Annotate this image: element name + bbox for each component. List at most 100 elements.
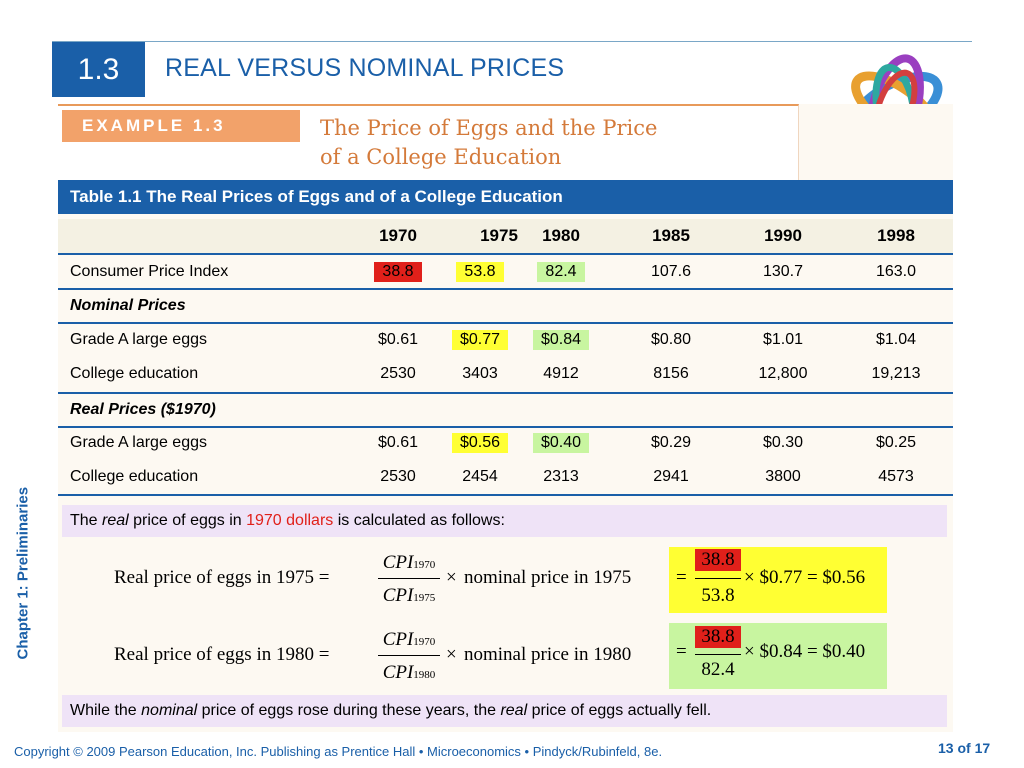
page-indicator: 13 of 17: [938, 740, 990, 756]
table-cell: 2530: [380, 365, 416, 382]
page-total: 17: [974, 740, 991, 756]
eq-result: × $0.84 = $0.40: [744, 641, 866, 662]
table-cell: $0.80: [650, 331, 692, 348]
note-italic: real: [102, 512, 129, 529]
year-cell: 1980: [542, 226, 580, 245]
cpi-1970-value: 38.8: [695, 626, 741, 648]
year-cell: 1990: [764, 226, 802, 245]
table-cell: 4573: [878, 468, 914, 485]
cpi-sub: 1970: [413, 559, 436, 571]
eq-rhs: nominal price in 1980: [464, 644, 632, 665]
cpi-cell: 107.6: [650, 263, 692, 280]
note-red-text: 1970 dollars: [246, 512, 334, 529]
chapter-side-label: Chapter 1: Preliminaries: [14, 486, 32, 660]
cpi-sub: 1980: [413, 669, 436, 681]
calculation-note: The real price of eggs in 1970 dollars i…: [62, 505, 947, 537]
eq-lhs: Real price of eggs in 1975 =: [114, 567, 330, 588]
year-cell: 1970: [379, 226, 417, 245]
conclusion-italic: real: [500, 702, 528, 719]
example-title-line2: of a College Education: [320, 145, 562, 169]
page-current: 13: [938, 740, 954, 756]
example-title-line1: The Price of Eggs and the Price: [320, 116, 658, 140]
row-label: Consumer Price Index: [70, 263, 229, 280]
table-cell: 3800: [765, 468, 801, 485]
table-cell: 3403: [462, 365, 498, 382]
copyright-footer: Copyright © 2009 Pearson Education, Inc.…: [14, 744, 663, 759]
equation-1980: Real price of eggs in 1980 = CPI1970 CPI…: [58, 617, 953, 697]
cpi-label: CPI: [382, 585, 414, 606]
table-cell: $0.84: [532, 330, 590, 350]
table-cell: $0.25: [875, 434, 917, 451]
eq-lhs: Real price of eggs in 1980 =: [114, 644, 330, 665]
fraction-line: [378, 655, 440, 656]
table-cell: $1.04: [875, 331, 917, 348]
times-sign: ×: [446, 567, 457, 588]
row-label: College education: [70, 468, 199, 485]
table-row: College education 2530 3403 4912 8156 12…: [58, 357, 953, 391]
conclusion-text: price of eggs actually fell.: [527, 702, 712, 719]
conclusion-text: While the: [70, 702, 142, 719]
eq-denominator: CPI1975: [378, 585, 440, 607]
eq-rhs: nominal price in 1975: [464, 567, 632, 588]
cpi-label: CPI: [382, 552, 414, 573]
times-sign: ×: [446, 644, 457, 665]
row-label: Grade A large eggs: [70, 434, 207, 451]
example-tab-text: EXAMPLE 1.3: [82, 116, 226, 135]
cpi-cell: 53.8: [456, 262, 504, 282]
fraction-line: [695, 654, 741, 655]
table-cell: $1.01: [762, 331, 804, 348]
cpi-1970-value: 38.8: [695, 549, 741, 571]
eq-result: × $0.77 = $0.56: [744, 567, 866, 588]
note-text: The: [70, 512, 103, 529]
conclusion-note: While the nominal price of eggs rose dur…: [62, 695, 947, 727]
table-cell: 8156: [653, 365, 689, 382]
fraction-line: [378, 578, 440, 579]
table-year-row: 1970 1975 1980 1985 1990 1998: [58, 219, 953, 255]
row-label: College education: [70, 365, 199, 382]
nominal-header-text: Nominal Prices: [70, 297, 186, 314]
conclusion-text: price of eggs rose during these years, t…: [197, 702, 501, 719]
slide-title: REAL VERSUS NOMINAL PRICES: [165, 54, 565, 82]
table-row-cpi: Consumer Price Index 38.8 53.8 82.4 107.…: [58, 255, 953, 289]
cpi-cell: 38.8: [374, 262, 422, 282]
cpi-sub: 1970: [413, 636, 436, 648]
cpi-cell: 130.7: [762, 263, 804, 280]
note-text: is calculated as follows:: [333, 512, 505, 529]
eq-equals: =: [676, 567, 687, 588]
cpi-sub: 1975: [413, 592, 436, 604]
table-cell: $0.61: [377, 331, 419, 348]
table-cell: 19,213: [871, 365, 921, 382]
table-row: Grade A large eggs $0.61 $0.77 $0.84 $0.…: [58, 323, 953, 357]
eq-denominator: CPI1980: [378, 662, 440, 684]
cpi-cell: 82.4: [537, 262, 585, 282]
eq-numerator: CPI1970: [378, 629, 440, 651]
example-tab: EXAMPLE 1.3: [62, 110, 300, 142]
conclusion-italic: nominal: [141, 702, 198, 719]
table-row: College education 2530 2454 2313 2941 38…: [58, 460, 953, 496]
cpi-1980-value: 82.4: [701, 659, 735, 680]
nominal-section-header: Nominal Prices: [58, 288, 953, 324]
page-sep: of: [953, 740, 975, 756]
equation-1975: Real price of eggs in 1975 = CPI1970 CPI…: [58, 540, 953, 620]
table-cell: 2313: [543, 468, 579, 485]
cpi-label: CPI: [382, 662, 414, 683]
table-cell: $0.30: [762, 434, 804, 451]
table-caption: Table 1.1 The Real Prices of Eggs and of…: [58, 180, 953, 214]
section-number-text: 1.3: [77, 52, 120, 86]
fraction-line: [695, 578, 741, 579]
real-header-text: Real Prices ($1970): [70, 401, 216, 418]
table-caption-text: Table 1.1 The Real Prices of Eggs and of…: [70, 187, 563, 206]
year-cell: 1998: [877, 226, 915, 245]
table-cell: $0.29: [650, 434, 692, 451]
year-cell: 1985: [652, 226, 690, 245]
table-cell: 12,800: [758, 365, 808, 382]
cpi-label: CPI: [382, 629, 414, 650]
table-cell: 4912: [543, 365, 579, 382]
table-cell: $0.77: [451, 330, 509, 350]
year-cell: 1975: [480, 226, 518, 245]
table-cell: 2530: [380, 468, 416, 485]
real-section-header: Real Prices ($1970): [58, 392, 953, 428]
table-cell: $0.56: [451, 433, 509, 453]
section-number: 1.3: [52, 42, 145, 97]
table-row: Grade A large eggs $0.61 $0.56 $0.40 $0.…: [58, 426, 953, 460]
